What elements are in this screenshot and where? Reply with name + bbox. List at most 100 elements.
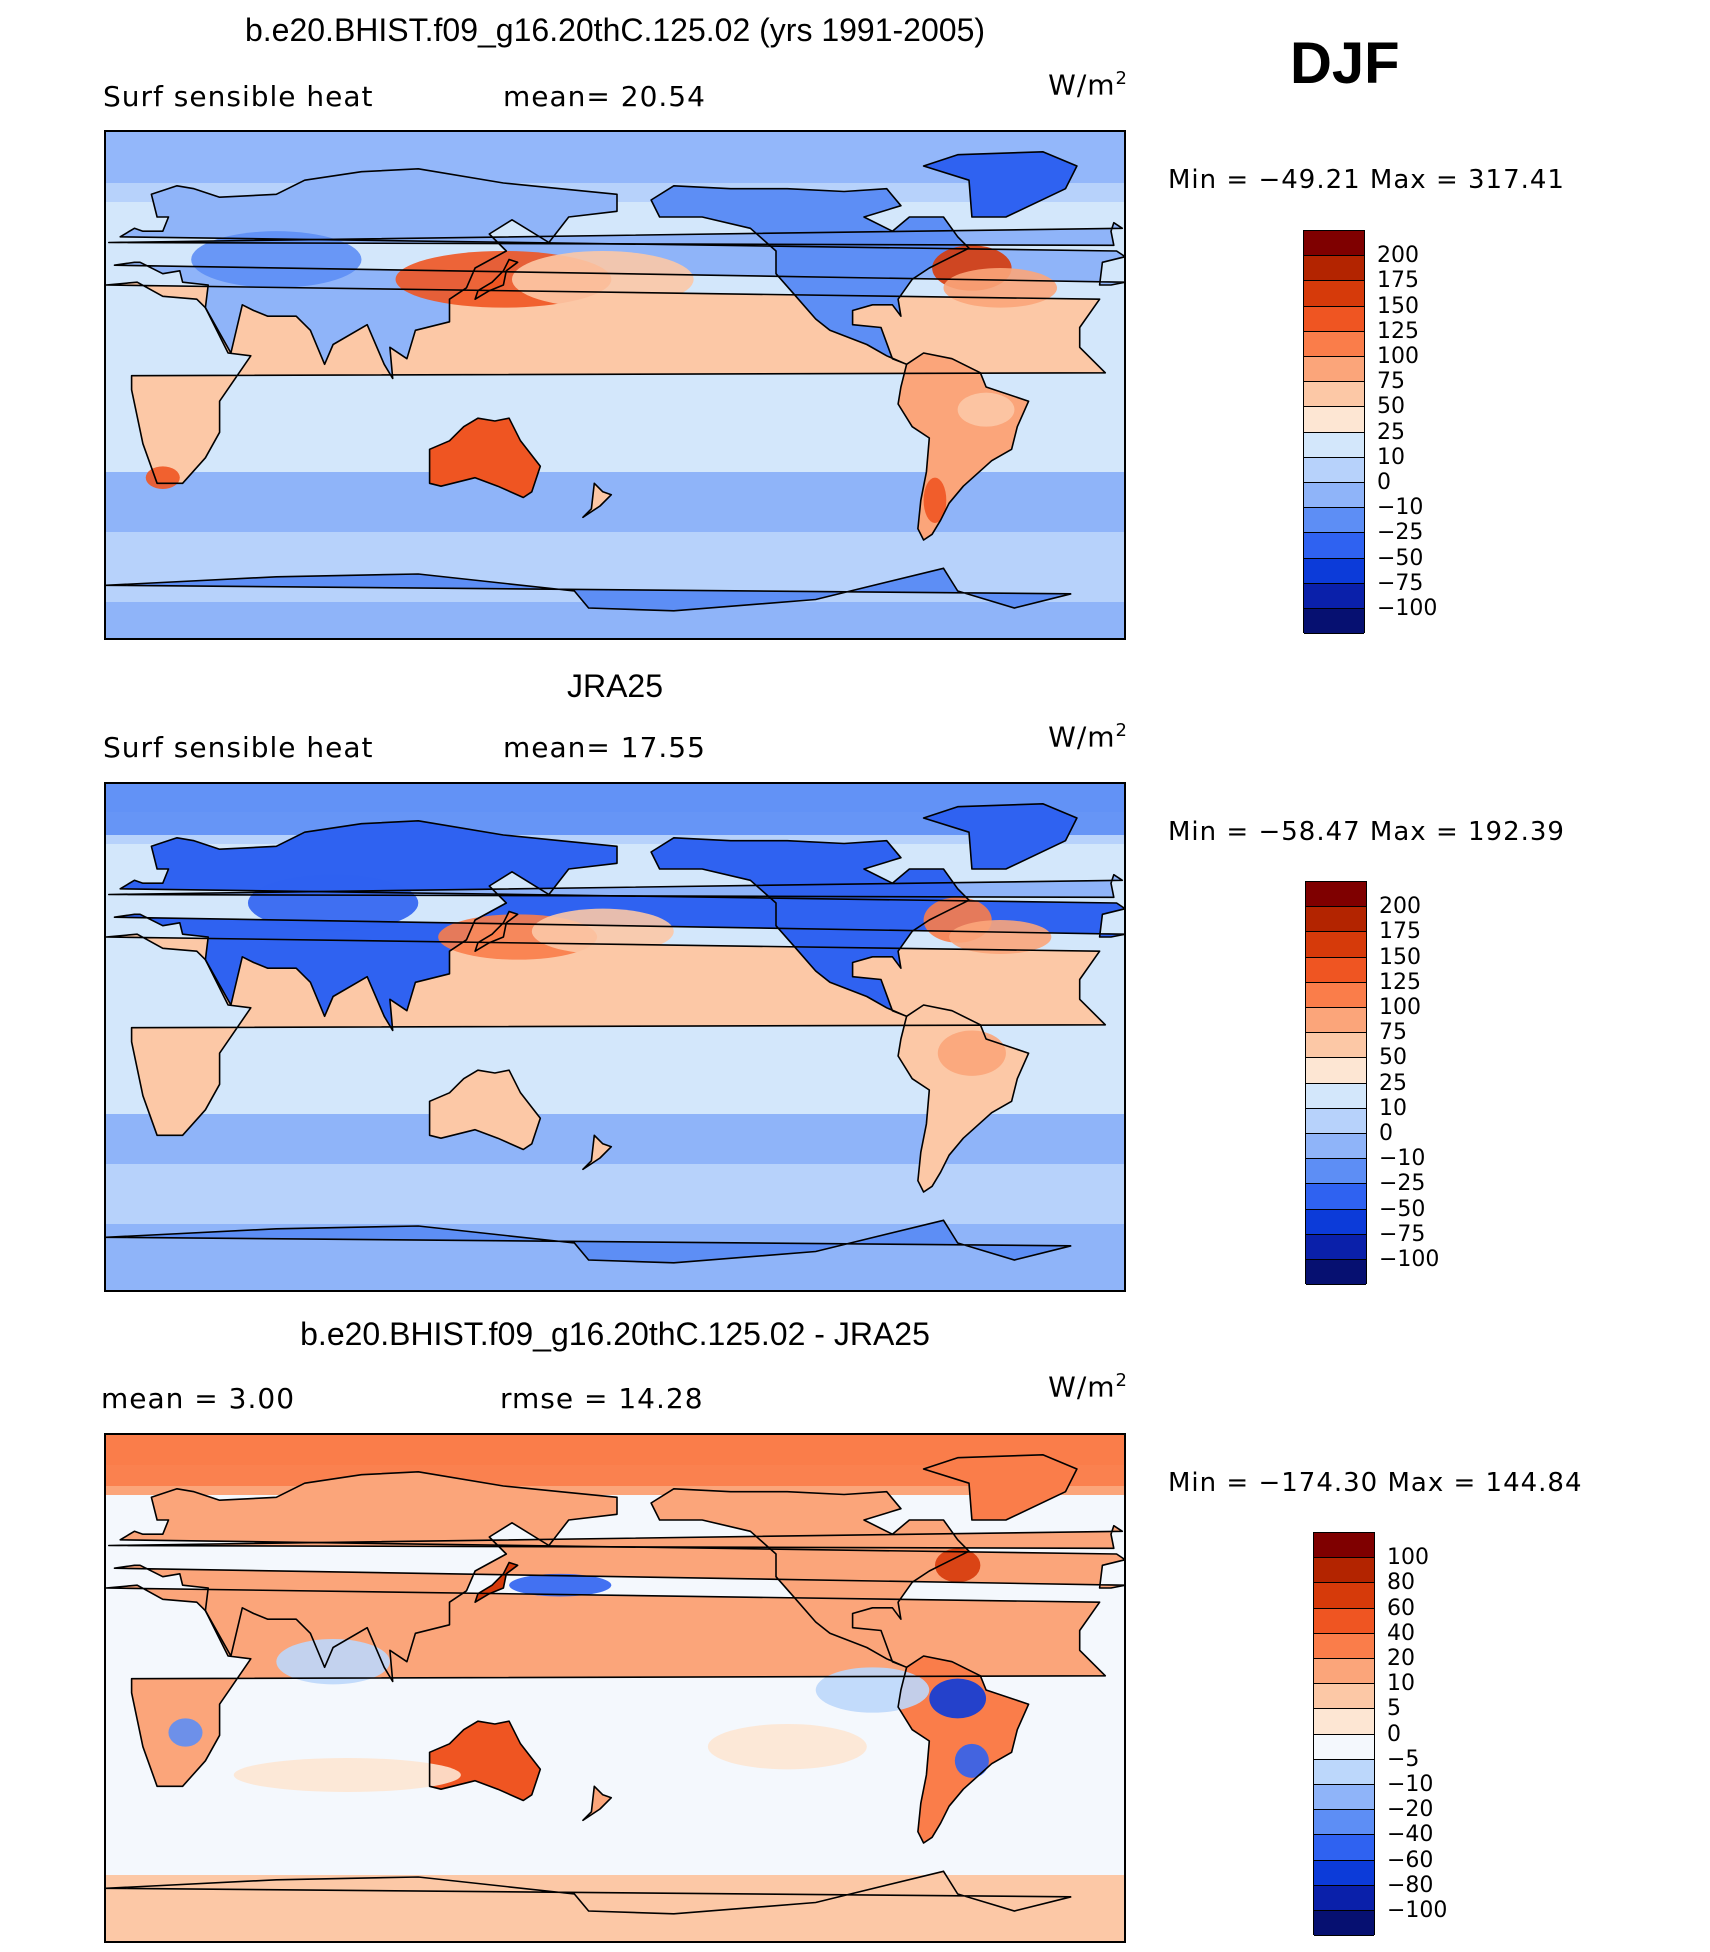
colorbar-segment	[1314, 1659, 1374, 1685]
land-australia	[429, 418, 541, 498]
colorbar-tick-label: 175	[1379, 919, 1421, 945]
colorbar-segment	[1306, 1083, 1366, 1109]
panel-3-title: b.e20.BHIST.f09_g16.20thC.125.02 - JRA25	[300, 1316, 930, 1352]
colorbar-tick-label: −100	[1377, 596, 1438, 621]
colorbar-segment	[1314, 1810, 1374, 1836]
colorbar-segment	[1304, 306, 1364, 332]
colorbar-segment	[1314, 1533, 1374, 1559]
coastline-samerica	[897, 1004, 1030, 1193]
colorbar-segment	[1304, 382, 1364, 408]
field-anomaly	[168, 1718, 203, 1747]
coastline-uk	[108, 1524, 1124, 1550]
colorbar-segment	[1314, 1734, 1374, 1760]
colorbar-segment	[1314, 1709, 1374, 1735]
colorbar-segment	[1304, 407, 1364, 433]
colorbar-segment	[1314, 1885, 1374, 1911]
colorbar-tick-label: 75	[1377, 369, 1405, 395]
coastline-nz	[582, 482, 613, 519]
colorbar-tick-label: 75	[1379, 1020, 1407, 1046]
colorbar-tick-label: −50	[1379, 1196, 1426, 1222]
colorbar-tick-label: −50	[1377, 545, 1424, 571]
panel-3-map	[104, 1433, 1126, 1943]
map-field	[106, 784, 1124, 1290]
coastline-antarctica	[106, 1219, 1072, 1264]
colorbar-segment	[1306, 957, 1366, 983]
panel-2-mean-label: mean= 17.55	[503, 731, 706, 764]
coastline-namerica	[650, 1488, 970, 1669]
colorbar-segment	[1304, 256, 1364, 282]
colorbar-segment	[1304, 483, 1364, 509]
colorbar-segment	[1304, 432, 1364, 458]
coastline-europe	[113, 820, 1124, 1032]
map-field	[106, 1435, 1124, 1941]
panel-3-rmse-label: rmse = 14.28	[500, 1382, 704, 1415]
panel-2-variable-label: Surf sensible heat	[103, 731, 374, 764]
colorbar-tick-label: 50	[1379, 1045, 1407, 1071]
colorbar-segment	[1306, 1184, 1366, 1210]
season-label: DJF	[1290, 31, 1400, 96]
coastline-japan	[474, 258, 519, 300]
field-anomaly	[923, 477, 947, 523]
coastline-greenland	[922, 1454, 1078, 1521]
colorbar-tick-label: −100	[1379, 1247, 1440, 1272]
coastline-africa	[106, 281, 1107, 485]
zonal-band	[106, 1164, 1124, 1224]
colorbar-segment	[1304, 357, 1364, 383]
colorbar-tick-label: −10	[1377, 495, 1424, 521]
coastline-africa	[106, 1584, 1107, 1788]
field-anomaly	[511, 251, 694, 308]
land-nz	[582, 1135, 612, 1170]
coastline-australia	[428, 1720, 542, 1802]
colorbar-tick-label: −100	[1387, 1898, 1448, 1923]
colorbar-tick-label: −10	[1387, 1772, 1434, 1797]
coastline-antarctica	[106, 1870, 1072, 1915]
colorbar-segment	[1306, 1058, 1366, 1084]
colorbar-segment	[1314, 1684, 1374, 1710]
panel-2-minmax: Min = −58.47 Max = 192.39	[1168, 817, 1565, 847]
colorbar-segment	[1304, 609, 1364, 635]
field-anomaly	[191, 231, 362, 288]
field-anomaly	[934, 1548, 981, 1583]
colorbar-segment	[1304, 457, 1364, 483]
colorbar-tick-label: 5	[1387, 1696, 1401, 1722]
land-australia	[429, 1070, 541, 1150]
field-anomaly	[957, 392, 1015, 427]
colorbar-segment	[1314, 1911, 1374, 1937]
colorbar-segment	[1306, 907, 1366, 933]
coastline-namerica	[650, 185, 970, 366]
colorbar-tick-label: −60	[1387, 1847, 1434, 1873]
coastline-nz	[582, 1134, 613, 1171]
land-antarctica	[106, 568, 1072, 638]
panel-1-minmax: Min = −49.21 Max = 317.41	[1168, 165, 1565, 195]
colorbar-segment	[1314, 1860, 1374, 1886]
colorbar-tick-label: 200	[1377, 243, 1419, 269]
colorbar-segment	[1314, 1608, 1374, 1634]
colorbar-segment	[1304, 558, 1364, 584]
panel-3-mean-label: mean = 3.00	[101, 1382, 296, 1415]
colorbar-segment	[1304, 331, 1364, 357]
colorbar-segment	[1306, 882, 1366, 908]
panel-1-units: W/m2	[1048, 68, 1128, 102]
panel-1-mean-label: mean= 20.54	[503, 80, 706, 113]
panel-1-variable-label: Surf sensible heat	[103, 80, 374, 113]
land-antarctica	[106, 1220, 1072, 1290]
colorbar-segment	[1306, 1134, 1366, 1160]
colorbar-segment	[1306, 1033, 1366, 1059]
colorbar-tick-label: 125	[1379, 969, 1421, 995]
panel-2-units: W/m2	[1048, 720, 1128, 754]
colorbar-segment	[1314, 1583, 1374, 1609]
field-anomaly	[943, 268, 1058, 308]
colorbar-tick-label: 0	[1377, 470, 1391, 495]
coastline-europe	[113, 168, 1124, 380]
panel-1-map	[104, 130, 1126, 640]
colorbar-tick-label: −75	[1379, 1221, 1426, 1247]
panel-3-minmax: Min = −174.30 Max = 144.84	[1168, 1468, 1583, 1498]
colorbar-segment	[1304, 508, 1364, 534]
field-anomaly	[954, 1743, 989, 1778]
colorbar-tick-label: 125	[1377, 318, 1419, 344]
field-anomaly	[949, 920, 1052, 954]
colorbar-segment	[1306, 1008, 1366, 1034]
land-antarctica	[106, 1871, 1072, 1941]
colorbar-tick-label: 10	[1379, 1095, 1407, 1121]
colorbar-tick-label: 200	[1379, 894, 1421, 920]
